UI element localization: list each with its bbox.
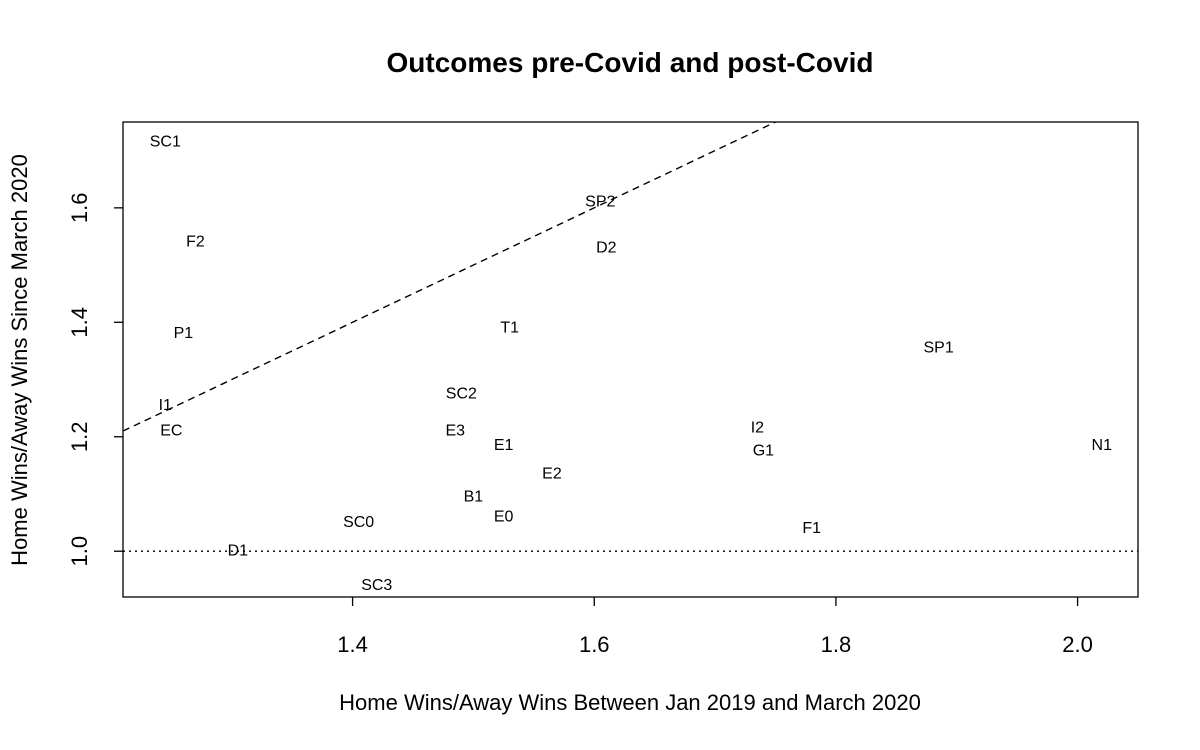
y-axis: 1.0 1.2 1.4 1.6 — [67, 193, 123, 567]
y-axis-title: Home Wins/Away Wins Since March 2020 — [7, 154, 32, 566]
point-label-sp1: SP1 — [924, 340, 954, 357]
plot-frame — [122, 121, 1139, 598]
point-label-d1: D1 — [228, 543, 249, 560]
x-tick-label: 1.6 — [579, 632, 610, 657]
y-tick-label: 1.2 — [67, 421, 92, 452]
x-tick-label: 2.0 — [1062, 632, 1093, 657]
point-label-ec: EC — [160, 423, 182, 440]
reference-lines — [123, 122, 1138, 552]
point-label-g1: G1 — [753, 443, 774, 460]
point-label-sp2: SP2 — [585, 194, 615, 211]
x-axis: 1.4 1.6 1.8 2.0 — [337, 597, 1093, 657]
y-tick-label: 1.4 — [67, 307, 92, 338]
y-tick-label: 1.6 — [67, 193, 92, 224]
point-label-sc1: SC1 — [150, 134, 181, 151]
point-label-e0: E0 — [494, 508, 514, 525]
y-tick-label: 1.0 — [67, 536, 92, 567]
point-label-e2: E2 — [542, 465, 562, 482]
x-tick-label: 1.8 — [821, 632, 852, 657]
x-tick-label: 1.4 — [337, 632, 368, 657]
point-label-sc0: SC0 — [343, 514, 374, 531]
point-label-p1: P1 — [174, 325, 194, 342]
point-label-i2: I2 — [751, 420, 764, 437]
point-label-d2: D2 — [596, 239, 617, 256]
data-points: SC1 F2 P1 I1 EC D1 SC0 SC3 SC2 E3 B1 T1 E1 E0 E2 SP2 D2 I… — [150, 134, 1112, 595]
point-label-sc3: SC3 — [361, 577, 392, 594]
point-label-f2: F2 — [186, 234, 205, 251]
point-label-t1: T1 — [500, 320, 519, 337]
chart-title: Outcomes pre-Covid and post-Covid — [387, 47, 874, 78]
point-label-e3: E3 — [446, 423, 466, 440]
point-label-i1: I1 — [159, 397, 172, 414]
point-label-n1: N1 — [1092, 437, 1113, 454]
x-axis-title: Home Wins/Away Wins Between Jan 2019 and… — [339, 690, 921, 715]
point-label-f1: F1 — [802, 520, 821, 537]
point-label-e1: E1 — [494, 437, 514, 454]
point-label-b1: B1 — [464, 488, 484, 505]
point-label-sc2: SC2 — [446, 385, 477, 402]
